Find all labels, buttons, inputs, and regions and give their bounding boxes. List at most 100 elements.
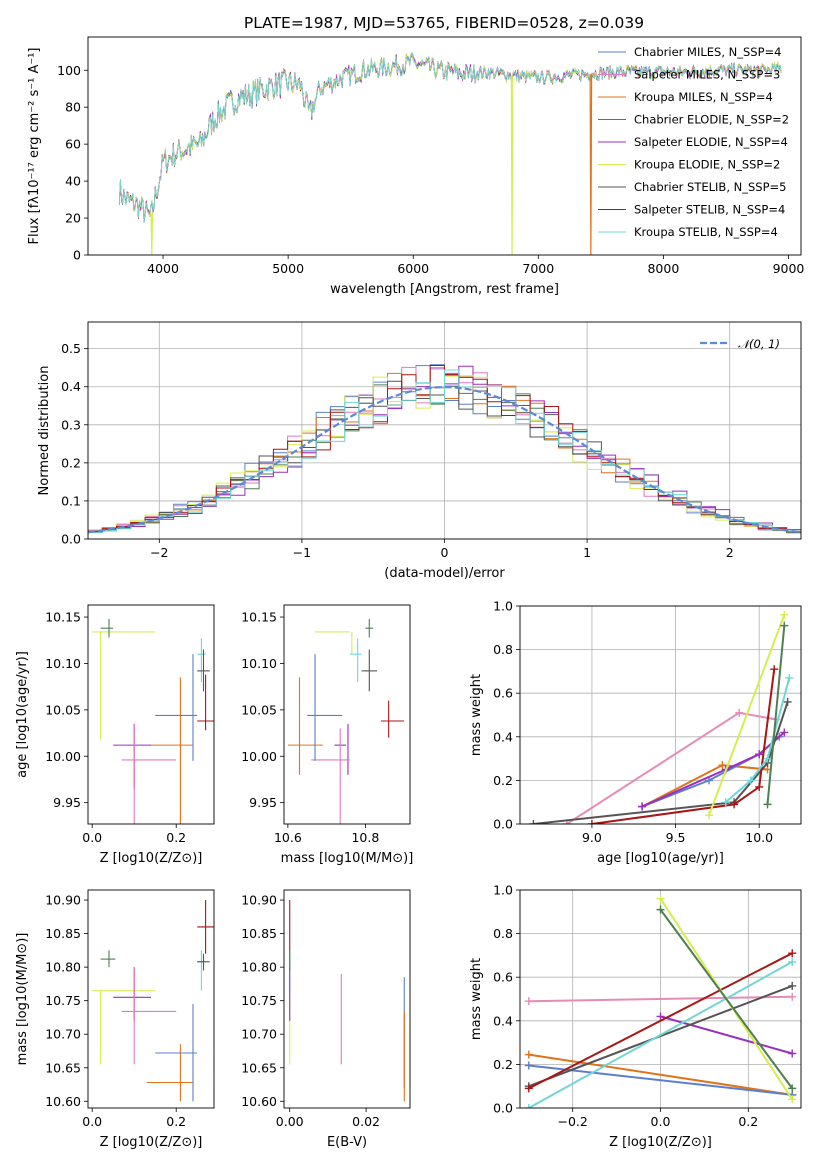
y-tick-label: 10.75	[241, 993, 277, 1008]
weight-marker-salpeter_elodie	[788, 1049, 797, 1058]
y-tick-label: 0.0	[61, 532, 81, 547]
axes-frame	[283, 889, 411, 1109]
x-tick-label: 9.5	[666, 830, 686, 845]
x-tick-label: 0.2	[166, 1114, 186, 1129]
y-tick-label: 0.2	[493, 1057, 513, 1072]
legend-label: Chabrier ELODIE, N_SSP=2	[634, 113, 789, 127]
x-tick-label: 0.0	[82, 1114, 102, 1129]
mass_vs_ebv-panel: 0.00 0.02 10.60 10.65 10.70 10.75 10.80 10.85 10…	[241, 889, 411, 1150]
y-tick-label: 1.0	[493, 599, 513, 614]
weight-marker-chabrier_stelib	[783, 697, 792, 706]
errorbars	[289, 900, 405, 1102]
weight-marker-salpeter_weight_line	[788, 992, 797, 1001]
y-tick-label: 10.60	[45, 1094, 81, 1109]
errorbars	[92, 618, 214, 824]
weight-marker-chabrier_elodie	[780, 621, 789, 630]
x-axis-label: mass [log10(M/M⊙)]	[281, 851, 414, 866]
weight-marker-kroupa_stelib	[524, 1104, 533, 1108]
weight-line-chabrier_elodie	[766, 625, 786, 805]
weight-marker-salpeter_stelib	[788, 949, 797, 958]
weight-marker-kroupa_elodie	[656, 894, 665, 903]
spectrum-line-kroupa_elodie	[118, 54, 782, 221]
x-tick-label: 0.2	[166, 830, 186, 845]
x-tick-label: 10.0	[745, 830, 773, 845]
weight-marker-chabrier_miles	[524, 1061, 533, 1070]
weight-line-kroupa_stelib	[725, 677, 791, 803]
legend-label: Kroupa STELIB, N_SSP=4	[634, 225, 778, 239]
weight-marker-chabrier_elodie	[763, 800, 772, 809]
normal-curve	[88, 385, 801, 534]
weight-marker-kroupa_elodie	[705, 811, 714, 820]
y-tick-label: 10.10	[45, 656, 81, 671]
y-axis-label: mass weight	[469, 674, 484, 756]
weight-marker-kroupa_stelib	[785, 673, 794, 682]
y-tick-label: 10.05	[45, 702, 81, 717]
weight-marker-salpeter_stelib	[755, 782, 764, 791]
histograms	[88, 364, 801, 536]
weight-lines	[524, 894, 797, 1108]
y-tick-label: 0	[73, 248, 81, 263]
legend-label: 𝒩(0, 1)	[738, 337, 780, 351]
weight-marker-chabrier_stelib	[529, 820, 538, 824]
y-tick-label: 1.0	[493, 883, 513, 898]
y-axis-label: mass weight	[469, 958, 484, 1040]
y-tick-label: 9.95	[249, 795, 277, 810]
y-tick-label: 10.90	[45, 893, 81, 908]
y-tick-label: 20	[65, 211, 81, 226]
legend-label: Kroupa ELODIE, N_SSP=2	[634, 158, 780, 172]
x-axis-label: Z [log10(Z/Z⊙)]	[609, 1135, 712, 1150]
x-tick-label: 6000	[397, 261, 429, 276]
panels: 4000 5000 6000 7000 8000 9000020406080100wave…	[15, 36, 805, 1150]
y-tick-label: 0.0	[493, 817, 513, 832]
errorbars	[287, 618, 405, 824]
y-tick-label: 0.4	[493, 1013, 513, 1028]
y-tick-label: 0.2	[493, 773, 513, 788]
x-tick-label: 0.0	[82, 830, 102, 845]
legend-label: Chabrier MILES, N_SSP=4	[634, 45, 781, 59]
axes-frame	[519, 889, 802, 1109]
y-tick-label: 10.85	[241, 926, 277, 941]
weight-marker-chabrier_elodie	[788, 1084, 797, 1093]
x-tick-label: 9000	[773, 261, 805, 276]
legend-label: Salpeter STELIB, N_SSP=4	[634, 203, 785, 217]
y-tick-label: 10.65	[45, 1060, 81, 1075]
x-tick-label: 4000	[147, 261, 179, 276]
x-tick-label: 5000	[272, 261, 304, 276]
errorbars	[92, 900, 214, 1102]
weight-marker-salpeter_elodie	[780, 728, 789, 737]
y-tick-label: 10.70	[241, 1027, 277, 1042]
weight-marker-kroupa_elodie	[788, 1095, 797, 1104]
weight_vs_Z-panel: −0.2 0.0 0.2 0.0 0.2 0.4 0.6 0.8 1.0 Z [log10(Z/Z…	[469, 883, 802, 1150]
y-tick-label: 0.4	[493, 729, 513, 744]
weight-marker-kroupa_miles	[718, 761, 727, 770]
weight-marker-salpeter_stelib	[587, 820, 596, 824]
x-axis-label: Z [log10(Z/Z⊙)]	[100, 851, 203, 866]
age_vs_mass-panel: 10.6 10.8 9.95 10.00 10.05 10.10 10.15 mass [lo…	[241, 604, 414, 866]
residuals-panel: −2 −1 0 1 2 0.0 0.1 0.2 0.3 0.4 0.5 (data-model)/er…	[37, 321, 802, 581]
spectrum-drop	[150, 212, 154, 255]
x-axis-label: Z [log10(Z/Z⊙)]	[100, 1135, 203, 1150]
x-tick-label: 1	[583, 545, 591, 560]
y-tick-label: 10.85	[45, 926, 81, 941]
y-tick-label: 100	[57, 63, 81, 78]
weight-line-salpeter_elodie	[660, 1015, 793, 1055]
y-tick-label: 10.75	[45, 993, 81, 1008]
weight-marker-salpeter_stelib	[770, 665, 779, 674]
weight-marker-kroupa_stelib	[721, 798, 730, 807]
x-tick-label: 10.8	[351, 830, 379, 845]
weight-marker-salpeter_elodie	[755, 750, 764, 759]
y-tick-label: 10.00	[45, 749, 81, 764]
x-tick-label: 0.02	[352, 1114, 380, 1129]
y-tick-label: 60	[65, 137, 81, 152]
y-axis-label: mass [log10(M/M⊙)]	[15, 933, 30, 1066]
y-tick-label: 10.70	[45, 1027, 81, 1042]
y-tick-label: 0.5	[61, 341, 81, 356]
x-axis-label: age [log10(age/yr)]	[597, 851, 724, 866]
x-tick-label: −2	[150, 545, 168, 560]
y-tick-label: 10.10	[241, 656, 277, 671]
x-tick-label: 0.0	[651, 1114, 671, 1129]
weight-lines	[529, 610, 794, 824]
weight-marker-chabrier_elodie	[656, 905, 665, 914]
y-tick-label: 10.00	[241, 749, 277, 764]
